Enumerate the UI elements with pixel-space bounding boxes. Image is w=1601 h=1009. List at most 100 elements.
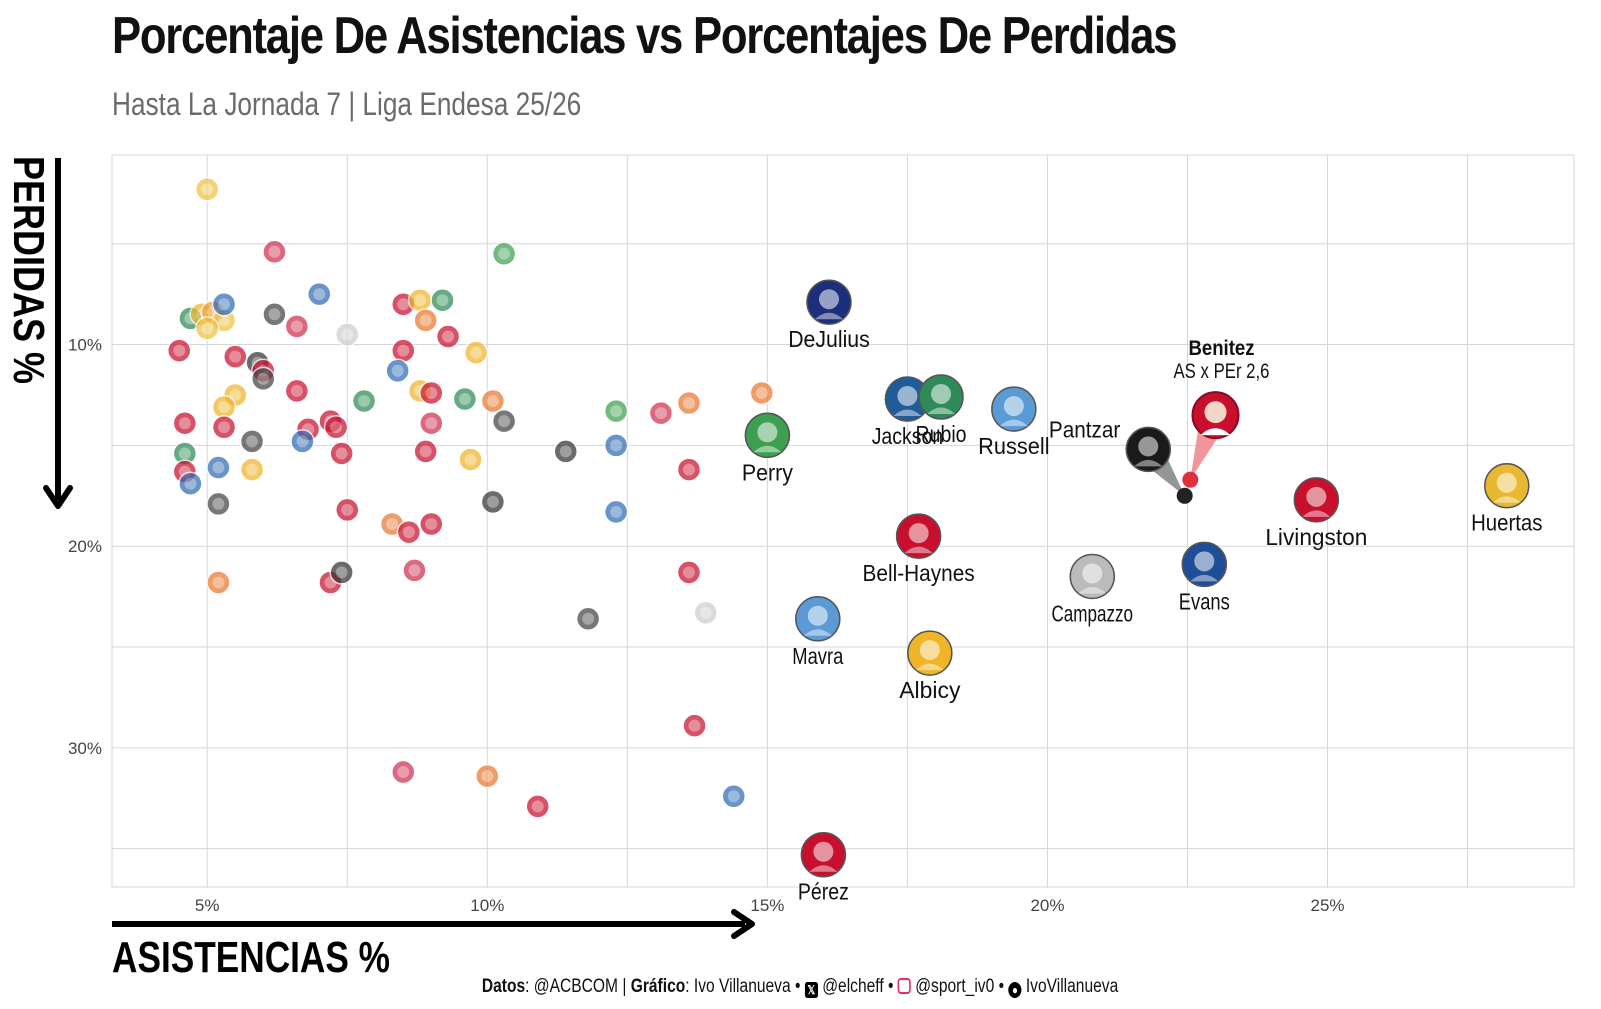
team-badge-center — [582, 612, 595, 625]
team-badge-center — [699, 606, 712, 619]
team-badge-center — [201, 322, 214, 335]
player-label: Campazzo — [1051, 600, 1133, 626]
caption-datos-value: : @ACBCOM | — [525, 976, 632, 997]
player-label: Albicy — [899, 677, 961, 703]
team-badge-center — [486, 495, 499, 508]
team-badge-center — [470, 346, 483, 359]
caption-grafico-label: Gráfico — [631, 976, 686, 997]
team-badge-center — [201, 183, 214, 196]
team-badge — [206, 491, 231, 517]
background-point — [475, 763, 500, 789]
player-badge-inner — [818, 289, 839, 310]
player-point: Mavra — [792, 596, 843, 669]
player-badge-inner — [897, 386, 918, 406]
caption-ig-handle[interactable]: @sport_iv0 — [915, 976, 995, 997]
team-badge — [402, 558, 427, 583]
background-points — [166, 177, 775, 819]
background-point — [172, 441, 198, 466]
background-point — [480, 388, 506, 414]
background-point — [211, 414, 237, 440]
team-badge-center — [654, 407, 667, 420]
github-icon: ● — [1008, 982, 1022, 998]
team-badge-center — [436, 294, 449, 307]
team-badge — [480, 489, 506, 515]
team-badge-center — [391, 364, 404, 377]
player-point: Albicy — [899, 630, 961, 703]
player-badge-shoulders — [999, 419, 1028, 427]
team-badge-center — [313, 288, 326, 301]
team-badge — [676, 390, 702, 416]
team-badge — [682, 713, 707, 738]
team-badge — [525, 794, 550, 819]
team-badge — [693, 600, 719, 626]
background-point — [385, 358, 410, 384]
player-badge-inner — [807, 605, 828, 626]
x-tick-label: 15% — [750, 896, 784, 915]
background-point — [721, 784, 747, 809]
caption-x-handle[interactable]: @elcheff — [822, 976, 885, 997]
background-point — [396, 519, 422, 545]
benitez-shirt — [1200, 428, 1231, 436]
team-badge — [575, 606, 601, 632]
team-badge-center — [386, 518, 399, 531]
team-badge-center — [178, 447, 191, 460]
team-badge-center — [218, 314, 231, 327]
background-point — [194, 316, 220, 341]
caption-gh-handle[interactable]: IvoVillanueva — [1026, 976, 1119, 997]
team-badge — [603, 398, 629, 424]
team-badge — [206, 570, 231, 595]
player-point: Jackson — [872, 376, 943, 449]
player-label: DeJulius — [788, 326, 870, 352]
background-point — [575, 606, 601, 632]
team-badge — [430, 287, 455, 313]
team-badge-center — [498, 247, 511, 260]
team-badge-center — [408, 564, 421, 577]
benitez-dot — [1182, 471, 1199, 488]
team-badge — [676, 457, 702, 482]
team-badge-center — [755, 386, 768, 399]
team-badge — [262, 302, 287, 327]
caption-grafico-value: : Ivo Villanueva • — [685, 976, 806, 997]
x-tick-label: 5% — [195, 896, 220, 915]
team-badge — [211, 291, 237, 317]
team-badge-center — [419, 314, 432, 327]
background-point — [239, 457, 265, 482]
background-point — [262, 302, 287, 327]
background-point — [329, 441, 354, 466]
team-badge-center — [419, 445, 432, 458]
background-point — [525, 794, 550, 819]
background-point — [682, 713, 707, 738]
y-axis-label: PERDIDAS % — [4, 156, 53, 384]
team-badge-center — [610, 505, 623, 518]
team-badge-center — [414, 294, 427, 307]
team-badge — [413, 439, 438, 464]
player-badge-shoulders — [1302, 510, 1331, 517]
background-point — [480, 489, 506, 515]
team-badge — [419, 410, 444, 436]
x-tick-label: 10% — [470, 896, 504, 915]
team-badge — [290, 429, 315, 454]
team-badge-center — [296, 435, 309, 448]
player-label: Pantzar — [1049, 416, 1121, 442]
player-badge-shoulders — [1078, 586, 1107, 594]
team-badge-center — [218, 421, 231, 434]
team-badge — [452, 386, 478, 412]
player-label: Evans — [1179, 588, 1230, 614]
team-badge-center — [212, 497, 225, 510]
team-badge — [491, 408, 517, 434]
player-badge-shoulders — [753, 445, 782, 453]
caption-sep-1: • — [884, 976, 899, 997]
axis-tick-labels: 5% 10% 15% 20% 25% 10% 20% 30% — [68, 336, 1345, 915]
x-axis-label: ASISTENCIAS % — [112, 933, 390, 982]
team-badge-center — [486, 395, 499, 408]
team-badge-center — [290, 320, 303, 333]
team-badge — [648, 400, 674, 426]
player-badge-inner — [931, 383, 952, 404]
team-badge — [307, 281, 332, 307]
player-label: Bell-Haynes — [863, 560, 975, 586]
team-badge-center — [425, 518, 438, 531]
team-badge-center — [610, 439, 623, 452]
team-badge-center — [229, 350, 242, 363]
x-logo-icon: 𝕏 — [805, 982, 819, 998]
